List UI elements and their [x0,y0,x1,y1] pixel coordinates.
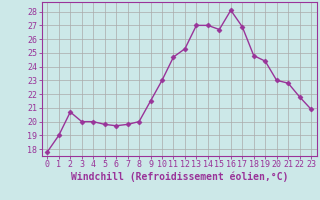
X-axis label: Windchill (Refroidissement éolien,°C): Windchill (Refroidissement éolien,°C) [70,172,288,182]
